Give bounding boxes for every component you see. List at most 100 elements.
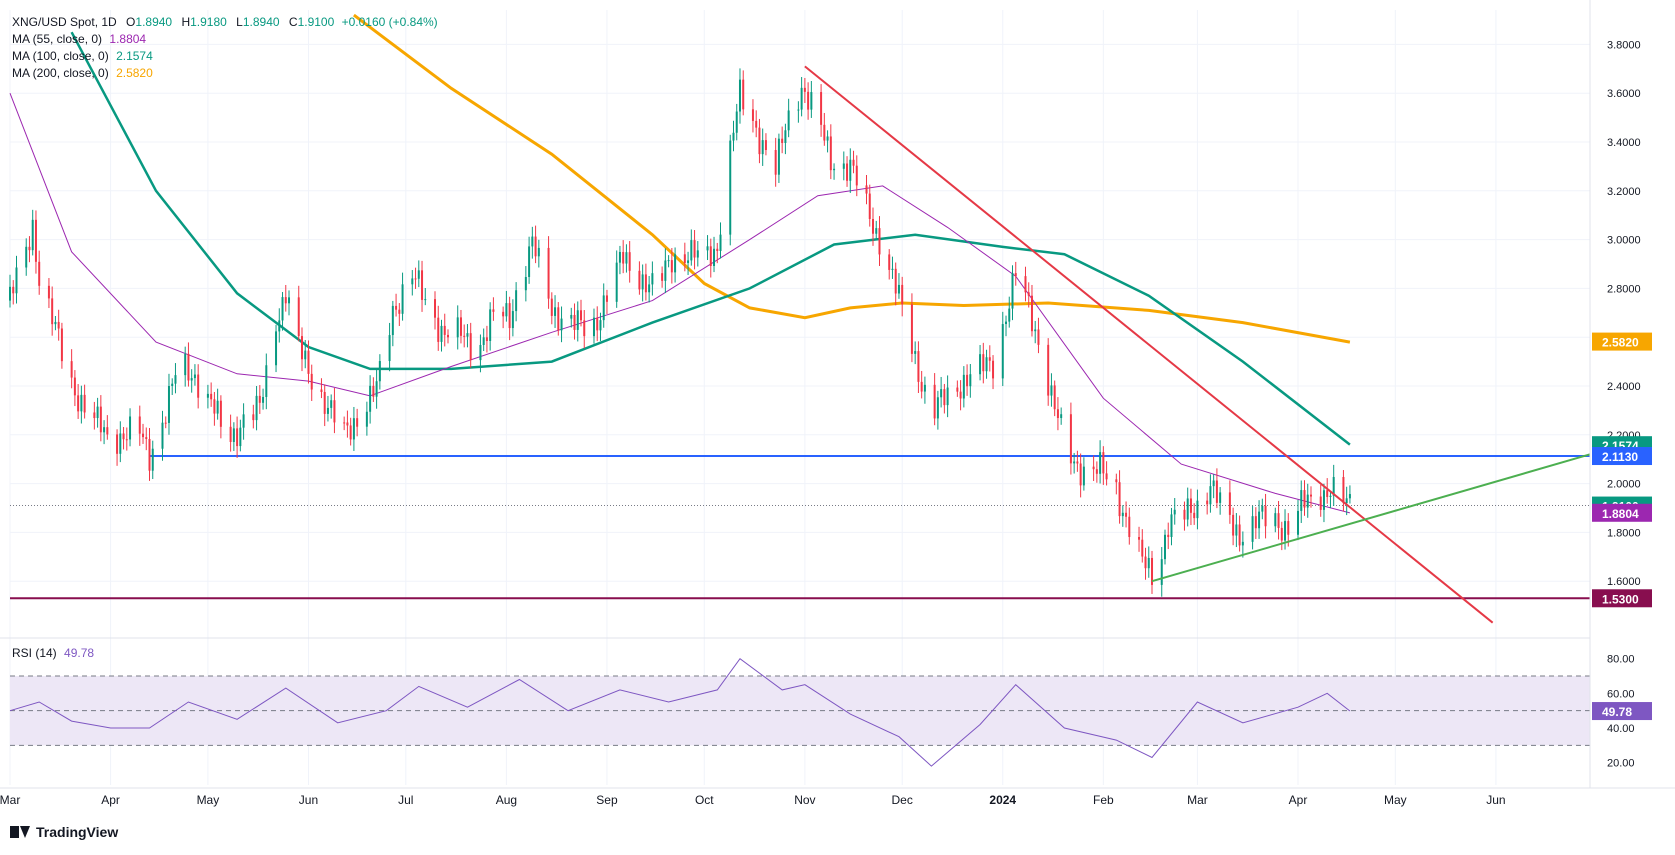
candle[interactable] xyxy=(187,342,190,387)
candle[interactable] xyxy=(508,296,511,341)
candle[interactable] xyxy=(93,401,96,430)
candle[interactable] xyxy=(1001,311,1004,387)
candle[interactable] xyxy=(411,270,414,296)
candle[interactable] xyxy=(842,151,845,181)
candle[interactable] xyxy=(1082,457,1085,491)
candle[interactable] xyxy=(1251,505,1254,550)
candle[interactable] xyxy=(479,334,482,373)
candle[interactable] xyxy=(826,130,829,153)
candle[interactable] xyxy=(47,278,50,309)
candle[interactable] xyxy=(868,184,871,227)
candle[interactable] xyxy=(910,293,913,363)
candle[interactable] xyxy=(1215,468,1218,509)
candle[interactable] xyxy=(1160,547,1163,597)
candle[interactable] xyxy=(719,222,722,259)
candle[interactable] xyxy=(300,327,303,372)
candle[interactable] xyxy=(1121,505,1124,527)
candle[interactable] xyxy=(797,101,800,123)
candle[interactable] xyxy=(1212,474,1215,499)
candle[interactable] xyxy=(661,266,664,288)
candle[interactable] xyxy=(576,301,579,342)
candle[interactable] xyxy=(284,284,287,312)
candle[interactable] xyxy=(265,353,268,410)
candle[interactable] xyxy=(375,369,378,409)
candle[interactable] xyxy=(914,341,917,365)
candle[interactable] xyxy=(320,378,323,399)
candle[interactable] xyxy=(9,274,11,308)
candle[interactable] xyxy=(258,385,261,414)
candle[interactable] xyxy=(560,306,563,343)
candle[interactable] xyxy=(482,328,485,352)
candle[interactable] xyxy=(946,375,949,418)
candle[interactable] xyxy=(193,364,196,386)
candle[interactable] xyxy=(667,255,670,268)
candle[interactable] xyxy=(28,236,31,263)
candle[interactable] xyxy=(1095,461,1098,483)
candle[interactable] xyxy=(1306,483,1309,518)
candle[interactable] xyxy=(891,256,894,279)
candle[interactable] xyxy=(849,148,852,193)
candle[interactable] xyxy=(583,310,586,349)
candle[interactable] xyxy=(573,303,576,340)
candle[interactable] xyxy=(330,394,333,419)
candle[interactable] xyxy=(628,241,631,283)
candle[interactable] xyxy=(979,345,982,381)
candle[interactable] xyxy=(485,325,488,353)
candle[interactable] xyxy=(592,308,595,344)
candle[interactable] xyxy=(129,408,132,447)
ma200-row[interactable]: MA (200, close, 0) 2.5820 xyxy=(12,65,438,82)
candle[interactable] xyxy=(696,241,699,267)
candle[interactable] xyxy=(670,247,673,284)
rsi-legend[interactable]: RSI (14) 49.78 xyxy=(12,646,94,660)
candle[interactable] xyxy=(982,342,985,384)
candle[interactable] xyxy=(417,260,420,288)
candle[interactable] xyxy=(216,388,219,420)
candle[interactable] xyxy=(920,370,923,399)
candle[interactable] xyxy=(1034,320,1037,344)
candle[interactable] xyxy=(206,384,209,409)
candle[interactable] xyxy=(1027,282,1030,308)
candle[interactable] xyxy=(119,421,122,463)
candle[interactable] xyxy=(917,341,920,393)
candle[interactable] xyxy=(706,235,709,261)
candle[interactable] xyxy=(1047,338,1050,406)
candle[interactable] xyxy=(125,427,128,451)
candle[interactable] xyxy=(1329,490,1332,509)
candle[interactable] xyxy=(897,273,900,299)
candle[interactable] xyxy=(923,376,926,404)
candle[interactable] xyxy=(1258,500,1261,539)
candle[interactable] xyxy=(1076,450,1079,472)
candle[interactable] xyxy=(229,414,232,452)
candle[interactable] xyxy=(190,369,193,393)
candle[interactable] xyxy=(106,415,109,440)
candle[interactable] xyxy=(511,299,514,337)
candle[interactable] xyxy=(388,322,391,372)
candle[interactable] xyxy=(213,391,216,426)
candle[interactable] xyxy=(1128,507,1131,545)
candle[interactable] xyxy=(580,299,583,327)
ma100-row[interactable]: MA (100, close, 0) 2.1574 xyxy=(12,48,438,65)
candle[interactable] xyxy=(1147,546,1150,578)
candle[interactable] xyxy=(933,373,936,426)
candle[interactable] xyxy=(547,236,550,309)
candle[interactable] xyxy=(1115,473,1118,495)
candle[interactable] xyxy=(463,324,466,348)
candle[interactable] xyxy=(943,383,946,414)
candle[interactable] xyxy=(446,329,449,344)
candle[interactable] xyxy=(784,123,787,155)
candle[interactable] xyxy=(1209,474,1212,513)
candle[interactable] xyxy=(1345,486,1348,516)
candle[interactable] xyxy=(683,242,686,272)
candle[interactable] xyxy=(807,82,810,120)
candle[interactable] xyxy=(735,103,738,141)
candle[interactable] xyxy=(401,272,404,321)
candle[interactable] xyxy=(1099,440,1102,484)
candle[interactable] xyxy=(648,276,651,303)
candle[interactable] xyxy=(1196,489,1199,530)
candle[interactable] xyxy=(738,68,741,124)
candle[interactable] xyxy=(356,408,359,437)
candle[interactable] xyxy=(1125,501,1128,528)
candle[interactable] xyxy=(787,98,790,138)
candle[interactable] xyxy=(758,118,761,164)
